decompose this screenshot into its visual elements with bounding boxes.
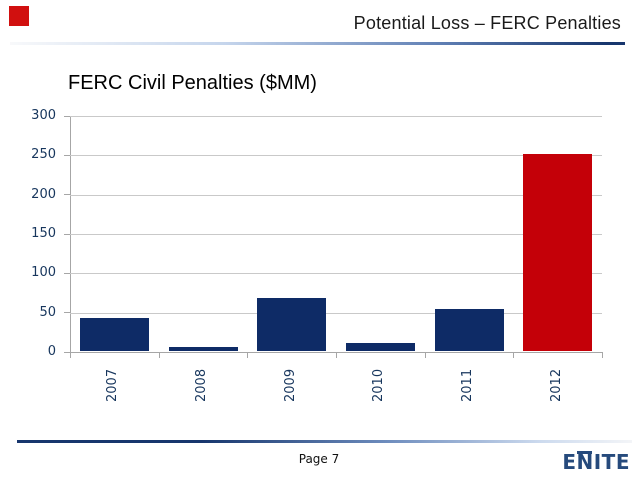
footer-divider <box>17 440 632 443</box>
bar-2009 <box>257 297 327 351</box>
x-axis-label: 2010 <box>371 368 387 402</box>
y-axis-line <box>70 116 71 357</box>
y-axis-tick <box>64 312 70 314</box>
gridline-300 <box>70 116 602 117</box>
x-axis-tick <box>424 353 426 358</box>
bar-2011 <box>434 309 504 351</box>
red-square-marker <box>9 6 29 26</box>
logo-n-overbar <box>577 451 593 454</box>
x-axis-label: 2008 <box>194 368 209 402</box>
page-number: Page 7 <box>298 452 340 466</box>
y-axis-tick <box>64 115 70 117</box>
y-axis-tick <box>64 351 70 353</box>
bar-2007 <box>79 317 149 351</box>
x-axis-label: 2012 <box>548 368 564 402</box>
y-axis-label: 0 <box>47 344 56 359</box>
bar-2012 <box>523 154 593 351</box>
y-axis-label: 250 <box>31 147 56 163</box>
gridline-50 <box>70 312 602 314</box>
x-axis-tick <box>70 353 71 358</box>
x-axis-tick <box>602 353 603 358</box>
header-divider <box>10 42 625 45</box>
gridline-100 <box>70 273 602 275</box>
x-axis-label: 2007 <box>105 368 121 402</box>
x-axis-line <box>64 352 603 353</box>
y-axis-label: 150 <box>31 226 56 241</box>
x-axis-label: 2011 <box>460 368 475 402</box>
bar-2008 <box>168 347 238 351</box>
y-axis-tick <box>64 194 70 196</box>
y-axis-label: 100 <box>31 265 56 281</box>
y-axis-tick <box>64 272 70 274</box>
gridline-200 <box>70 194 602 196</box>
x-axis-tick <box>158 353 160 358</box>
chart-title: FERC Civil Penalties ($MM) <box>68 72 317 94</box>
x-axis-tick <box>513 353 515 358</box>
slide-title: Potential Loss – FERC Penalties <box>353 13 621 33</box>
y-axis-label: 200 <box>31 186 56 202</box>
enite-logo: ENITE <box>562 450 630 474</box>
gridline-250 <box>70 155 602 157</box>
y-axis-label: 50 <box>39 304 56 320</box>
enite-logo-text: ENITE <box>562 450 630 474</box>
plot-area: 0 50 100 150 200 250 300 2007 2008 2009 2010 2011 20… <box>31 108 603 402</box>
x-axis-tick <box>336 353 337 358</box>
x-axis-label: 2009 <box>282 368 298 402</box>
x-axis-tick <box>247 353 249 358</box>
y-axis-label: 300 <box>31 108 56 123</box>
y-axis-tick <box>64 233 70 235</box>
bar-2010 <box>345 343 415 351</box>
gridline-150 <box>70 234 602 235</box>
y-axis-tick <box>64 154 70 156</box>
